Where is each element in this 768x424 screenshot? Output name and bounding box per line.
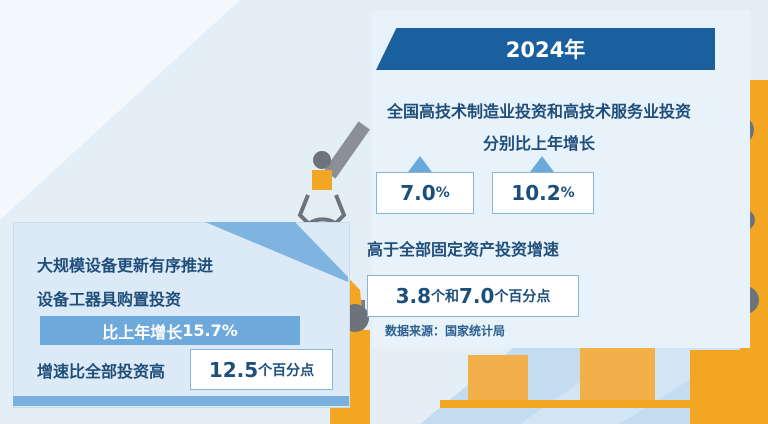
panel-bottom-strip (13, 396, 349, 406)
value-number: 10.2 (511, 181, 561, 205)
growth-value: 15.7% (182, 321, 238, 340)
value-box-high-tech-services: 10.2% (492, 172, 594, 214)
year-banner: 2024年 (376, 28, 715, 70)
value-number: 12.5 (208, 357, 259, 382)
value-unit: % (560, 185, 575, 201)
compare-line: 高于全部固定资产投资增速 (367, 240, 560, 259)
subline: 分别比上年增长 (482, 134, 595, 153)
headline: 全国高技术制造业投资和高技术服务业投资 (386, 102, 691, 121)
value-unit: % (435, 185, 450, 201)
value-text: 个和 (431, 289, 459, 305)
value-box-high-tech-manufacturing: 7.0% (376, 172, 474, 214)
value-number: 7.0 (400, 181, 436, 205)
left-line1: 大规模设备更新有序推进 (37, 256, 214, 275)
value-unit: 个百分点 (494, 289, 551, 305)
left-compare-label: 增速比全部投资高 (37, 362, 166, 381)
panel-diagonal-decoration (205, 222, 348, 282)
growth-label: 比上年增长 (102, 322, 183, 342)
compare-value-box: 3.8 个和 7.0 个百分点 (367, 275, 579, 317)
left-compare-box: 12.5 个百分点 (190, 349, 333, 390)
source-note: 数据来源：国家统计局 (385, 324, 506, 338)
up-arrow-icon (408, 156, 432, 172)
left-line2: 设备工器具购置投资 (37, 290, 182, 309)
up-arrow-icon (530, 156, 554, 172)
value-number: 3.8 (395, 284, 431, 308)
value-number: 7.0 (459, 284, 495, 308)
growth-bar: 比上年增长 15.7% (40, 316, 300, 345)
value-unit: 个百分点 (258, 362, 315, 379)
